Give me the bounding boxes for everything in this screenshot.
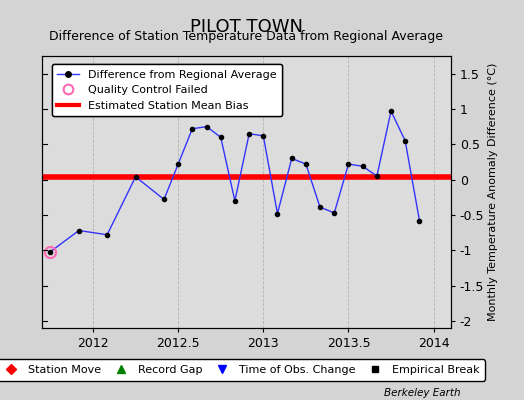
Text: Berkeley Earth: Berkeley Earth	[385, 388, 461, 398]
Text: PILOT TOWN: PILOT TOWN	[190, 18, 303, 36]
Legend: Station Move, Record Gap, Time of Obs. Change, Empirical Break: Station Move, Record Gap, Time of Obs. C…	[0, 360, 485, 380]
Legend: Difference from Regional Average, Quality Control Failed, Estimated Station Mean: Difference from Regional Average, Qualit…	[51, 64, 282, 116]
Text: Difference of Station Temperature Data from Regional Average: Difference of Station Temperature Data f…	[49, 30, 443, 43]
Y-axis label: Monthly Temperature Anomaly Difference (°C): Monthly Temperature Anomaly Difference (…	[488, 63, 498, 321]
